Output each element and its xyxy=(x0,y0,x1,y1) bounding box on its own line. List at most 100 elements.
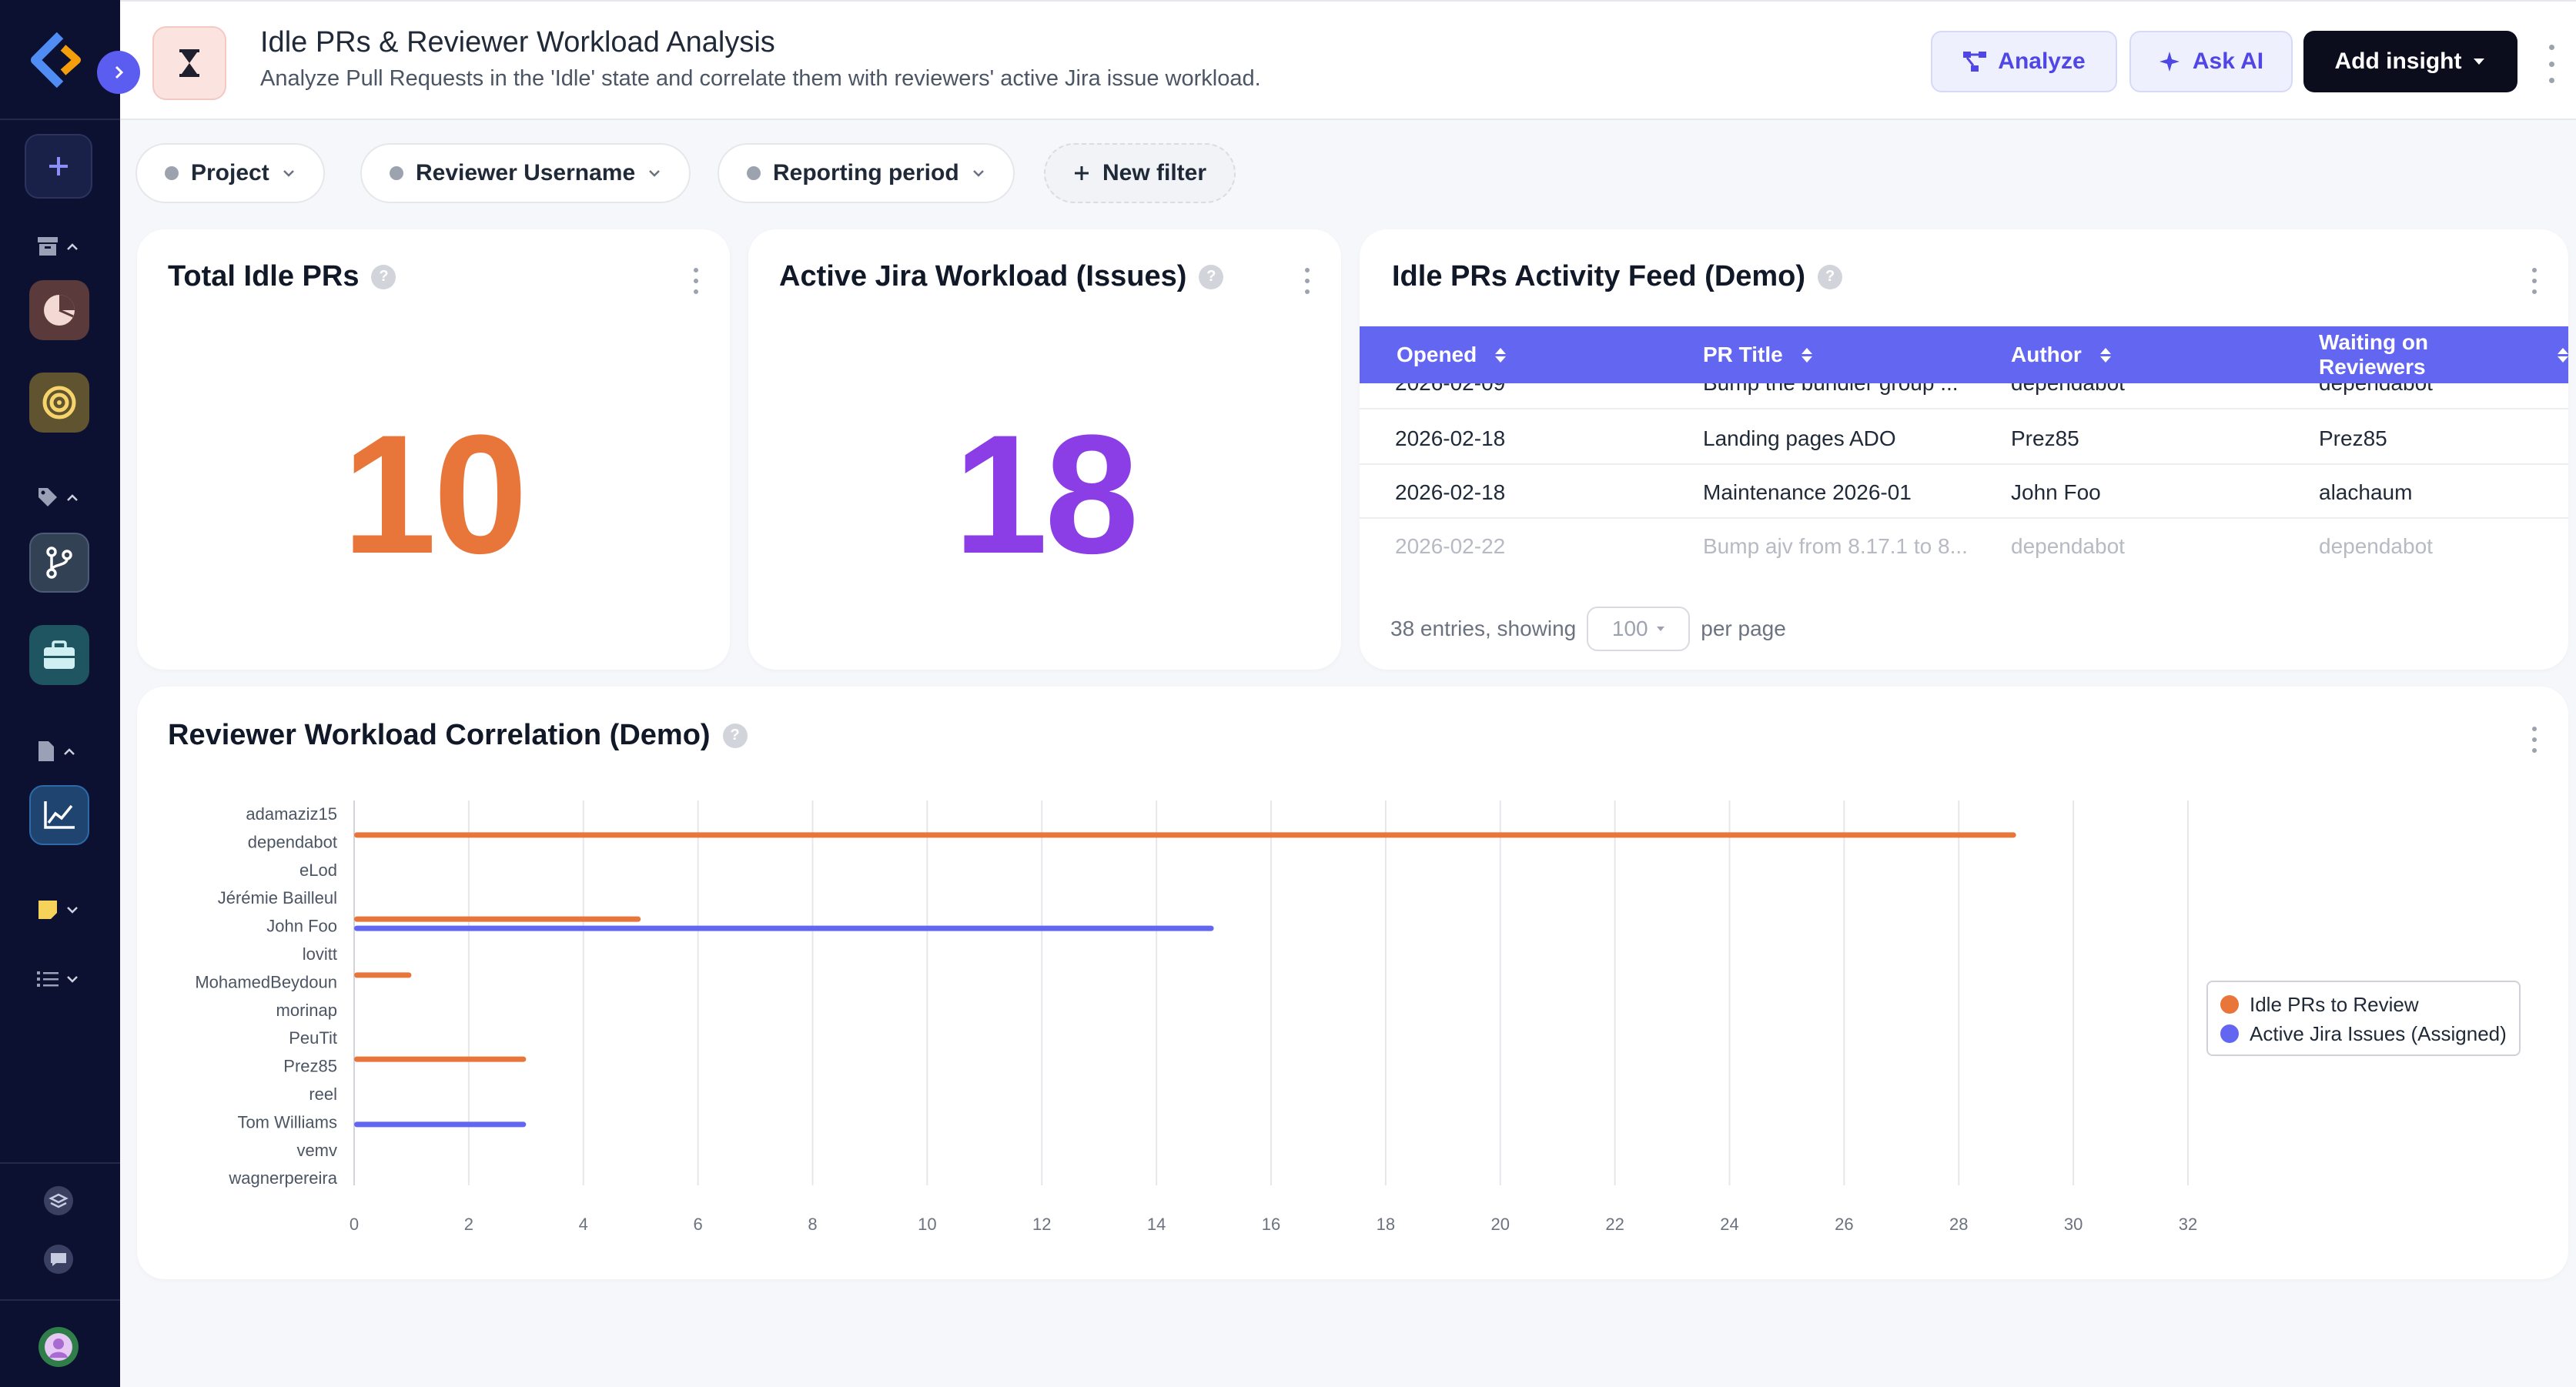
documents-group-toggle[interactable] xyxy=(37,739,86,764)
card-more-menu[interactable] xyxy=(691,268,701,294)
pie-chart-icon xyxy=(44,295,75,326)
filter-status-dot xyxy=(390,166,403,180)
new-filter-button[interactable]: New filter xyxy=(1044,143,1236,203)
column-header-author[interactable]: Author xyxy=(2011,326,2111,383)
chevron-down-icon xyxy=(283,170,294,177)
table-header: Opened PR Title Author Waiting on Review… xyxy=(1360,326,2568,383)
card-more-menu[interactable] xyxy=(2530,268,2539,294)
column-header-opened[interactable]: Opened xyxy=(1397,326,1507,383)
cell-author: dependabot xyxy=(2011,534,2125,558)
cell-reviewers: dependabot xyxy=(2319,534,2433,558)
chevron-down-icon xyxy=(649,170,661,177)
column-header-pr-title[interactable]: PR Title xyxy=(1703,326,1812,383)
insight-icon-badge xyxy=(152,26,226,100)
page-subtitle: Analyze Pull Requests in the 'Idle' stat… xyxy=(260,66,1261,91)
table-pagination: 38 entries, showing 100 per page xyxy=(1390,607,1786,651)
filter-label: Project xyxy=(191,160,269,185)
table-row[interactable]: 2026-02-09 Bump the bundler group ... de… xyxy=(1360,383,2568,409)
cell-reviewers: dependabot xyxy=(2319,383,2433,396)
tags-group-toggle[interactable] xyxy=(37,485,86,510)
column-label: Waiting on Reviewers xyxy=(2319,330,2429,379)
per-page-select[interactable]: 100 xyxy=(1587,607,1691,651)
cell-pr-title: Bump the bundler group ... xyxy=(1703,383,1959,396)
filter-label: Reporting period xyxy=(773,160,959,185)
legend-label: Idle PRs to Review xyxy=(2250,992,2419,1016)
ask-ai-button[interactable]: Ask AI xyxy=(2129,31,2293,92)
legend-item-jira-issues[interactable]: Active Jira Issues (Assigned) xyxy=(2220,1019,2507,1048)
sparkle-icon xyxy=(2159,52,2180,72)
ask-ai-label: Ask AI xyxy=(2192,48,2264,74)
sidebar-app-git-branch[interactable] xyxy=(29,533,89,593)
filter-status-dot xyxy=(747,166,761,180)
chevron-up-icon xyxy=(67,243,78,250)
cell-opened: 2026-02-22 xyxy=(1395,534,1506,558)
sidebar-app-pie-chart[interactable] xyxy=(29,280,89,340)
filter-project[interactable]: Project xyxy=(135,143,325,203)
cell-author: Prez85 xyxy=(2011,426,2079,450)
table-row[interactable]: 2026-02-22 Bump ajv from 8.17.1 to 8... … xyxy=(1360,519,2568,573)
card-reviewer-workload-correlation: Reviewer Workload Correlation (Demo) ? xyxy=(137,687,2568,1279)
user-avatar[interactable] xyxy=(38,1327,79,1367)
add-insight-button[interactable]: Add insight xyxy=(2303,31,2517,92)
chat-button[interactable] xyxy=(40,1241,77,1278)
header-more-menu[interactable] xyxy=(2544,45,2559,83)
filter-reviewer-username[interactable]: Reviewer Username xyxy=(360,143,691,203)
metric-value: 18 xyxy=(953,399,1139,589)
sidebar-toggle-button[interactable] xyxy=(97,51,140,94)
sort-icon xyxy=(2558,347,2568,363)
legend-swatch xyxy=(2220,1024,2239,1043)
card-title: Reviewer Workload Correlation (Demo) ? xyxy=(168,719,748,752)
target-icon xyxy=(42,386,76,419)
card-title: Idle PRs Activity Feed (Demo) ? xyxy=(1392,260,1843,293)
notes-group-toggle[interactable] xyxy=(37,897,86,922)
create-button[interactable] xyxy=(25,134,92,199)
sidebar-app-briefcase[interactable] xyxy=(29,625,89,685)
app-logo[interactable] xyxy=(29,32,91,89)
filter-reporting-period[interactable]: Reporting period xyxy=(718,143,1015,203)
page-title: Idle PRs & Reviewer Workload Analysis xyxy=(260,26,775,58)
cell-reviewers: Prez85 xyxy=(2319,426,2387,450)
column-label: Opened xyxy=(1397,343,1477,366)
sidebar-app-target[interactable] xyxy=(29,373,89,433)
cell-pr-title: Bump ajv from 8.17.1 to 8... xyxy=(1703,534,1968,558)
chevron-up-icon xyxy=(67,494,78,501)
add-insight-label: Add insight xyxy=(2334,48,2462,74)
legend-item-idle-prs[interactable]: Idle PRs to Review xyxy=(2220,990,2507,1019)
caret-down-icon xyxy=(1656,627,1664,631)
layers-icon xyxy=(44,1186,73,1215)
card-title-text: Active Jira Workload (Issues) xyxy=(779,260,1187,292)
briefcase-icon xyxy=(44,640,75,669)
help-icon[interactable]: ? xyxy=(722,723,748,748)
card-more-menu[interactable] xyxy=(1303,268,1312,294)
card-idle-prs-activity-feed: Idle PRs Activity Feed (Demo) ? 2026-02-… xyxy=(1360,229,2568,670)
chart-legend: Idle PRs to Review Active Jira Issues (A… xyxy=(2206,981,2521,1056)
sort-icon xyxy=(1801,347,1812,363)
caret-down-icon xyxy=(2474,58,2485,65)
filter-status-dot xyxy=(165,166,179,180)
column-label: Author xyxy=(2011,343,2082,366)
table-row[interactable]: 2026-02-18 Landing pages ADO Prez85 Prez… xyxy=(1360,411,2568,465)
sidebar-app-analytics[interactable] xyxy=(29,785,89,845)
plus-icon xyxy=(49,157,68,175)
page-header: Idle PRs & Reviewer Workload Analysis An… xyxy=(120,0,2576,120)
card-title-text: Idle PRs Activity Feed (Demo) xyxy=(1392,260,1806,292)
help-icon[interactable]: ? xyxy=(1818,264,1843,289)
cell-author: dependabot xyxy=(2011,383,2125,396)
column-header-waiting-on-reviewers[interactable]: Waiting on Reviewers xyxy=(2319,326,2568,383)
layers-button[interactable] xyxy=(40,1182,77,1219)
tag-icon xyxy=(38,488,57,506)
analyze-button[interactable]: Analyze xyxy=(1931,31,2117,92)
legend-swatch xyxy=(2220,995,2239,1014)
analyze-label: Analyze xyxy=(1998,48,2086,74)
dashboards-group-toggle[interactable] xyxy=(37,234,86,259)
help-icon[interactable]: ? xyxy=(1199,264,1224,289)
entries-count: 38 entries, showing xyxy=(1390,617,1577,640)
card-more-menu[interactable] xyxy=(2530,727,2539,753)
chevron-up-icon xyxy=(64,748,75,755)
cell-author: John Foo xyxy=(2011,480,2101,504)
legend-label: Active Jira Issues (Assigned) xyxy=(2250,1021,2507,1045)
help-icon[interactable]: ? xyxy=(371,264,396,289)
table-row[interactable]: 2026-02-18 Maintenance 2026-01 John Foo … xyxy=(1360,465,2568,519)
document-icon xyxy=(38,741,54,761)
lists-group-toggle[interactable] xyxy=(37,967,86,991)
